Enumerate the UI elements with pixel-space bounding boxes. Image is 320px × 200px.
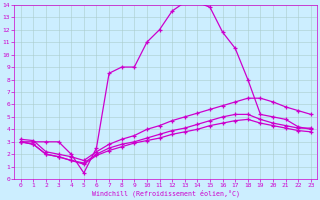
X-axis label: Windchill (Refroidissement éolien,°C): Windchill (Refroidissement éolien,°C)	[92, 190, 240, 197]
